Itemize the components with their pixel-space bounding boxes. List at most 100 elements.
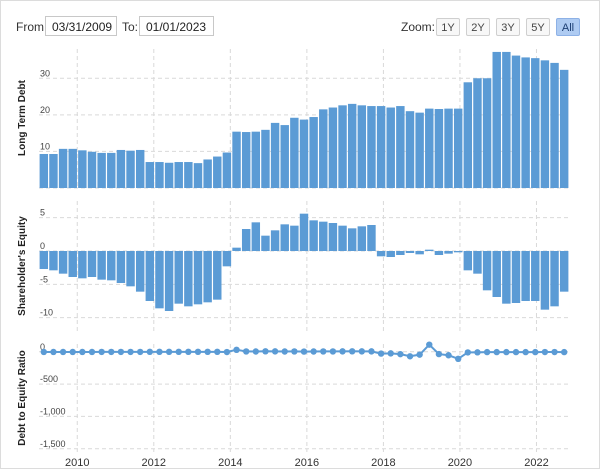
bar[interactable] [174,251,183,304]
bar[interactable] [78,150,87,188]
bar[interactable] [97,152,106,188]
bar[interactable] [540,251,550,310]
bar[interactable] [425,108,434,188]
data-point[interactable] [40,348,48,356]
data-point[interactable] [493,348,500,356]
bar[interactable] [453,251,463,253]
bar[interactable] [68,251,77,277]
data-point[interactable] [146,348,154,356]
bar[interactable] [309,220,318,251]
bar[interactable] [444,251,453,254]
bar[interactable] [174,162,183,188]
bar[interactable] [107,251,116,281]
bar[interactable] [319,221,328,251]
data-point[interactable] [108,348,115,356]
data-point[interactable] [204,348,211,356]
bar[interactable] [328,223,338,251]
bar[interactable] [232,131,241,188]
bar[interactable] [559,251,569,292]
bar[interactable] [164,162,174,188]
bar[interactable] [232,247,241,251]
data-point[interactable] [320,348,327,355]
bar[interactable] [386,107,395,188]
bar[interactable] [49,251,58,271]
data-point[interactable] [483,348,491,356]
bar[interactable] [213,156,222,188]
data-point[interactable] [329,348,337,355]
bar[interactable] [58,148,68,188]
bar[interactable] [319,109,328,188]
data-point[interactable] [50,348,57,356]
data-point[interactable] [532,348,539,356]
bar[interactable] [405,111,415,188]
data-point[interactable] [416,351,423,358]
bar[interactable] [357,226,367,251]
bar[interactable] [434,108,444,188]
bar[interactable] [309,117,318,188]
bar[interactable] [222,251,232,267]
data-point[interactable] [233,346,240,354]
bar[interactable] [222,152,232,188]
bar[interactable] [492,251,501,297]
bar[interactable] [396,106,405,188]
bar[interactable] [550,251,559,307]
bar[interactable] [347,103,357,188]
bar[interactable] [453,108,463,188]
data-point[interactable] [117,348,125,356]
bar[interactable] [511,55,521,188]
bar[interactable] [97,251,106,280]
data-point[interactable] [503,348,510,356]
bar[interactable] [87,251,97,277]
zoom-all-button[interactable]: All [556,18,580,36]
bar[interactable] [39,153,49,188]
data-point[interactable] [300,348,308,355]
zoom-2y-button[interactable]: 2Y [466,18,490,36]
bar[interactable] [415,112,424,188]
data-point[interactable] [348,348,356,355]
bar[interactable] [396,251,405,255]
bar[interactable] [290,117,299,188]
bar[interactable] [357,105,367,188]
data-point[interactable] [474,349,481,356]
bar[interactable] [521,57,530,188]
data-point[interactable] [435,350,443,358]
zoom-3y-button[interactable]: 3Y [496,18,520,36]
data-point[interactable] [368,348,375,355]
bar[interactable] [511,251,521,303]
bar[interactable] [367,106,376,188]
bar[interactable] [116,251,126,283]
bar[interactable] [415,251,424,255]
data-point[interactable] [560,348,568,356]
bar[interactable] [405,251,415,253]
bar[interactable] [280,224,289,251]
bar[interactable] [482,78,492,188]
bar[interactable] [49,153,58,188]
bar[interactable] [463,82,473,188]
bar[interactable] [559,69,569,188]
bar[interactable] [338,225,347,251]
bar[interactable] [328,107,338,188]
bar[interactable] [193,163,203,188]
bar[interactable] [135,251,145,292]
bar[interactable] [376,106,386,188]
bar[interactable] [502,251,511,304]
bar[interactable] [463,251,473,271]
bar[interactable] [155,251,164,309]
data-point[interactable] [454,355,462,363]
bar[interactable] [261,129,270,188]
bar[interactable] [203,159,212,188]
bar[interactable] [126,251,135,287]
bar[interactable] [261,235,270,251]
bar[interactable] [444,108,453,188]
bar[interactable] [367,225,376,251]
bar[interactable] [58,251,68,274]
data-point[interactable] [339,348,346,355]
data-point[interactable] [98,348,105,356]
data-point[interactable] [358,348,366,355]
data-point[interactable] [252,348,260,355]
data-point[interactable] [156,348,163,356]
data-point[interactable] [271,348,279,355]
data-point[interactable] [522,348,529,356]
bar[interactable] [68,148,77,188]
data-point[interactable] [310,348,317,355]
